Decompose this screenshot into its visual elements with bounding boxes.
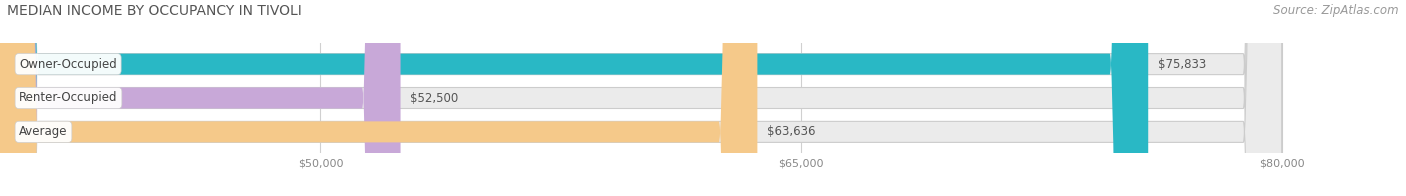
Text: $75,833: $75,833	[1157, 58, 1206, 71]
Text: Owner-Occupied: Owner-Occupied	[20, 58, 117, 71]
Text: Renter-Occupied: Renter-Occupied	[20, 92, 118, 104]
Text: MEDIAN INCOME BY OCCUPANCY IN TIVOLI: MEDIAN INCOME BY OCCUPANCY IN TIVOLI	[7, 4, 302, 18]
FancyBboxPatch shape	[0, 0, 1282, 196]
FancyBboxPatch shape	[0, 0, 401, 196]
Text: Source: ZipAtlas.com: Source: ZipAtlas.com	[1274, 4, 1399, 17]
FancyBboxPatch shape	[0, 0, 1282, 196]
Text: $63,636: $63,636	[768, 125, 815, 138]
FancyBboxPatch shape	[0, 0, 1282, 196]
Text: Average: Average	[20, 125, 67, 138]
FancyBboxPatch shape	[0, 0, 1149, 196]
FancyBboxPatch shape	[0, 0, 758, 196]
Text: $52,500: $52,500	[411, 92, 458, 104]
